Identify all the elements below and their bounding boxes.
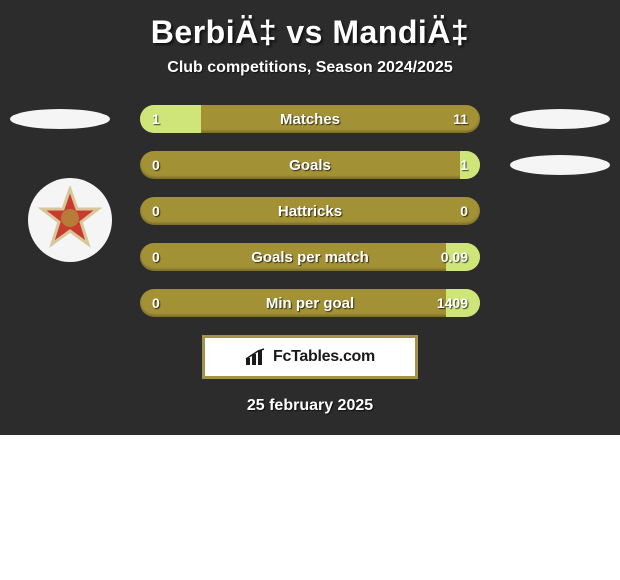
stat-right-value: 0 (448, 197, 480, 225)
stat-label: Matches (140, 105, 480, 133)
source-badge: FcTables.com (202, 335, 418, 379)
page-title: BerbiÄ‡ vs MandiÄ‡ (0, 14, 620, 51)
stat-right-value: 1 (448, 151, 480, 179)
brand-text: FcTables.com (273, 348, 375, 366)
stat-bar: 0 Min per goal 1409 (140, 289, 480, 317)
stat-label: Hattricks (140, 197, 480, 225)
stat-row: 0 Min per goal 1409 (0, 289, 620, 317)
bars-icon (245, 348, 267, 366)
stat-row: 1 Matches 11 (0, 105, 620, 133)
stat-row: 0 Hattricks 0 (0, 197, 620, 225)
stat-label: Goals (140, 151, 480, 179)
stat-bar: 0 Goals per match 0.09 (140, 243, 480, 271)
stat-right-value: 1409 (425, 289, 480, 317)
page-subtitle: Club competitions, Season 2024/2025 (0, 59, 620, 77)
stat-bar: 1 Matches 11 (140, 105, 480, 133)
comparison-card: BerbiÄ‡ vs MandiÄ‡ Club competitions, Se… (0, 0, 620, 435)
stat-bar: 0 Goals 1 (140, 151, 480, 179)
side-pill-left (10, 109, 110, 129)
stat-row: 0 Goals per match 0.09 (0, 243, 620, 271)
stat-bar: 0 Hattricks 0 (140, 197, 480, 225)
side-pill-right (510, 109, 610, 129)
stat-right-value: 0.09 (429, 243, 480, 271)
side-pill-right (510, 155, 610, 175)
stat-row: 0 Goals 1 (0, 151, 620, 179)
footer-date: 25 february 2025 (0, 397, 620, 415)
stat-right-value: 11 (441, 105, 480, 133)
